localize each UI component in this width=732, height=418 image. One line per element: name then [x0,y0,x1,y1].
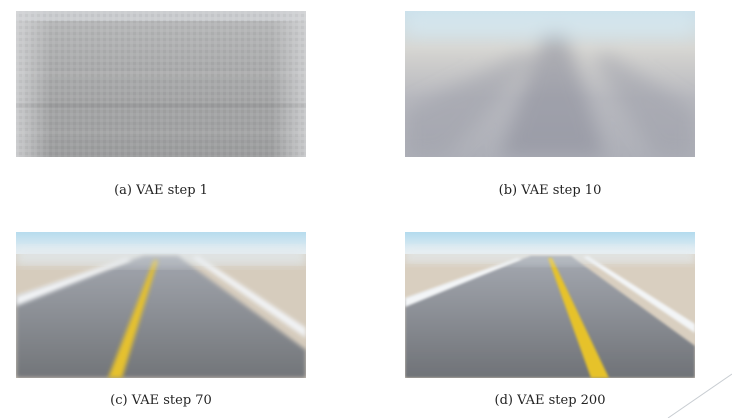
caption-d: (d) VAE step 200 [494,393,606,408]
caption-a: (a) VAE step 1 [114,183,208,198]
vae-step-10-image [405,11,695,157]
caption-b: (b) VAE step 10 [498,183,602,198]
vae-step-1-image [16,11,306,157]
vae-step-200-image [405,232,695,378]
vae-step-70-image [16,232,306,378]
caption-c: (c) VAE step 70 [110,393,212,408]
